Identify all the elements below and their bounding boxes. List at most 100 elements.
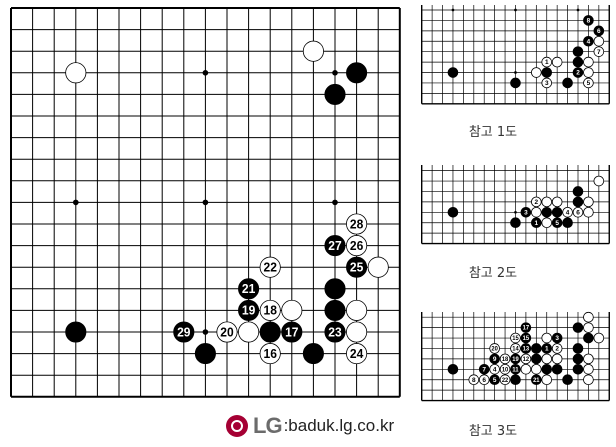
move-number: 5 xyxy=(587,80,591,87)
move-number: 3 xyxy=(545,80,549,87)
move-number: 23 xyxy=(328,325,341,339)
white-stone xyxy=(346,213,368,235)
move-number: 9 xyxy=(493,356,497,363)
black-stone xyxy=(510,353,521,365)
white-stone xyxy=(531,207,542,218)
black-stone xyxy=(562,374,573,386)
hoshi-point xyxy=(202,69,209,76)
move-number: 8 xyxy=(472,377,476,384)
black-stone xyxy=(346,256,368,278)
white-stone xyxy=(583,56,594,68)
lg-baduk-logo: LG :baduk.lg.co.kr xyxy=(226,412,394,440)
white-stone xyxy=(583,353,594,365)
black-stone xyxy=(478,364,490,375)
move-number: 18 xyxy=(264,304,277,318)
black-stone xyxy=(510,217,521,229)
black-stone xyxy=(572,196,584,208)
black-stone xyxy=(281,321,303,343)
black-stone xyxy=(593,25,605,37)
black-stone xyxy=(541,207,553,218)
white-stone xyxy=(541,56,553,68)
white-stone xyxy=(541,332,553,344)
move-number: 10 xyxy=(502,367,509,373)
move-number: 7 xyxy=(597,49,601,56)
move-number: 1 xyxy=(545,59,549,66)
black-stone xyxy=(510,374,521,386)
white-stone xyxy=(520,364,532,375)
move-number: 6 xyxy=(597,28,601,35)
move-number: 3 xyxy=(524,209,528,216)
white-stone xyxy=(583,374,594,386)
white-stone xyxy=(551,196,563,208)
move-number: 28 xyxy=(350,217,363,231)
site-url[interactable]: :baduk.lg.co.kr xyxy=(283,416,395,435)
black-stone xyxy=(551,364,563,375)
move-number: 25 xyxy=(350,261,363,275)
hoshi-point xyxy=(576,8,580,12)
move-number: 6 xyxy=(482,377,486,384)
move-number: 26 xyxy=(350,239,363,253)
black-stone xyxy=(520,207,532,218)
black-stone xyxy=(572,186,584,197)
move-number: 1 xyxy=(545,346,549,353)
black-stone xyxy=(489,374,500,386)
move-number: 18 xyxy=(502,357,509,363)
white-stone xyxy=(499,374,511,386)
white-stone xyxy=(541,196,553,208)
move-number: 16 xyxy=(264,347,277,361)
move-number: 19 xyxy=(512,357,519,363)
lg-logo-icon xyxy=(226,415,248,437)
move-number: 15 xyxy=(512,336,519,342)
black-stone xyxy=(447,67,459,78)
white-stone xyxy=(531,196,542,208)
white-stone xyxy=(259,299,281,321)
black-stone xyxy=(562,217,573,229)
hoshi-point xyxy=(202,329,209,335)
black-stone xyxy=(531,343,542,354)
move-number: 2 xyxy=(535,199,539,206)
black-stone xyxy=(324,83,346,105)
lg-logo-text: LG xyxy=(253,413,283,438)
black-stone xyxy=(520,322,532,333)
black-stone xyxy=(551,207,563,218)
black-stone xyxy=(531,374,542,386)
black-stone xyxy=(551,217,563,229)
black-stone xyxy=(238,299,260,321)
white-stone xyxy=(593,175,605,187)
white-stone xyxy=(520,353,532,365)
white-stone xyxy=(583,207,594,218)
black-stone xyxy=(583,15,594,26)
black-stone xyxy=(572,67,584,78)
move-number: 17 xyxy=(523,326,530,332)
move-number: 21 xyxy=(533,378,540,384)
move-number: 8 xyxy=(587,18,591,25)
white-stone xyxy=(510,343,521,354)
hoshi-point xyxy=(514,8,517,12)
white-stone xyxy=(468,374,480,386)
white-stone xyxy=(499,364,511,375)
black-stone xyxy=(572,343,584,354)
white-stone xyxy=(216,321,238,343)
white-stone xyxy=(583,322,594,333)
black-stone xyxy=(531,353,542,365)
white-stone xyxy=(489,364,500,375)
ref-board-2: 23 4 6 1 5 xyxy=(421,165,610,245)
move-number: 20 xyxy=(491,347,498,353)
black-stone xyxy=(551,332,563,344)
move-number: 3 xyxy=(555,335,559,342)
black-stone xyxy=(324,278,346,300)
move-number: 5 xyxy=(493,377,497,384)
ref-caption-2: 참고 2도 xyxy=(468,266,518,281)
black-stone xyxy=(447,207,459,218)
hoshi-point xyxy=(451,8,455,12)
black-stone xyxy=(447,364,459,375)
white-stone xyxy=(531,364,542,375)
black-stone xyxy=(531,217,542,229)
black-stone xyxy=(324,321,346,343)
move-number: 17 xyxy=(285,325,298,339)
move-number: 24 xyxy=(350,347,363,361)
white-stone xyxy=(583,311,594,323)
white-stone xyxy=(510,332,521,344)
white-stone xyxy=(583,364,594,375)
